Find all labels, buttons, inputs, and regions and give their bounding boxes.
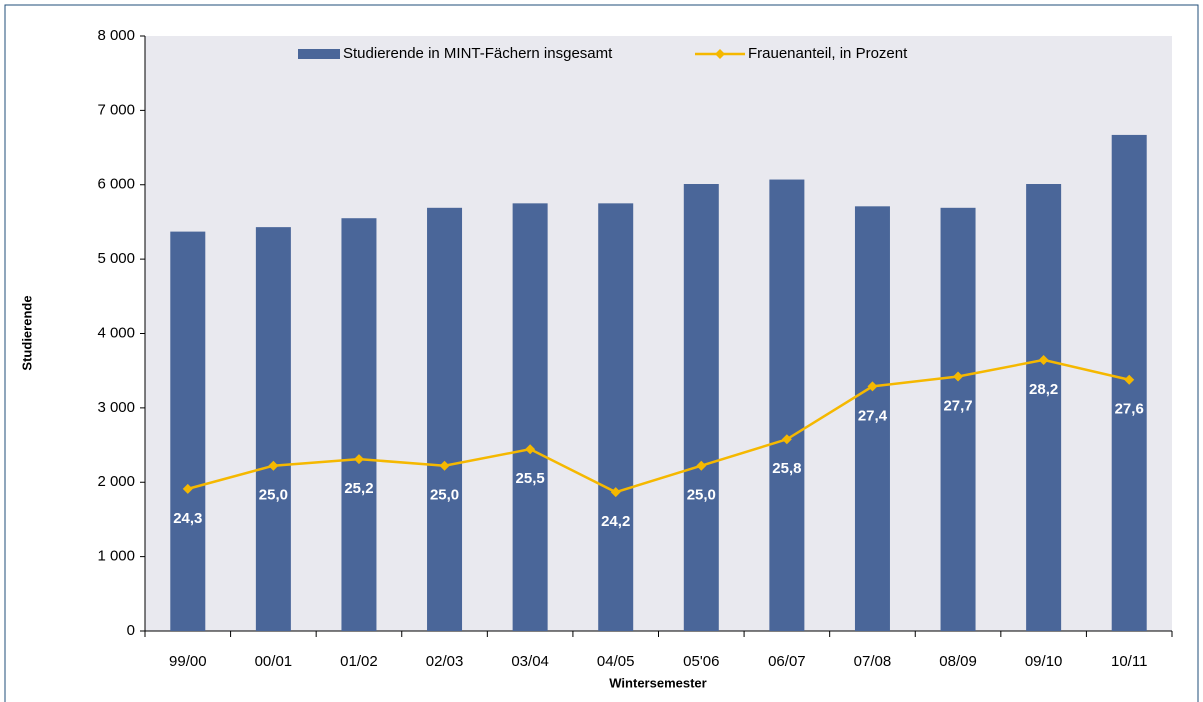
- value-label: 25,0: [430, 487, 459, 504]
- y-tick-label: 3 000: [97, 399, 135, 416]
- bar: [427, 207, 463, 631]
- y-tick-label: 5 000: [97, 250, 135, 267]
- y-tick-label: 8 000: [97, 27, 135, 44]
- value-label: 28,2: [1029, 381, 1058, 398]
- line-marker: [439, 460, 450, 471]
- line-marker: [525, 444, 536, 455]
- y-tick-label: 1 000: [97, 548, 135, 565]
- legend-label: Studierende in MINT-Fächern insgesamt: [343, 45, 613, 62]
- x-axis-label: Wintersemester: [609, 675, 706, 690]
- bar: [683, 184, 719, 631]
- legend-swatch: [298, 49, 340, 59]
- bar: [341, 218, 377, 631]
- x-tick-label: 10/11: [1111, 653, 1147, 670]
- line-marker: [696, 460, 707, 471]
- x-tick-label: 08/09: [939, 653, 977, 670]
- x-tick-label: 03/04: [511, 653, 549, 670]
- value-label: 24,2: [601, 513, 630, 530]
- line-marker: [1038, 354, 1049, 365]
- bar: [769, 179, 805, 631]
- y-tick-label: 0: [127, 622, 135, 639]
- x-tick-label: 05'06: [683, 653, 719, 670]
- bar: [1026, 184, 1062, 631]
- y-tick-label: 7 000: [97, 101, 135, 118]
- y-tick-label: 2 000: [97, 473, 135, 490]
- value-label: 27,6: [1115, 401, 1144, 418]
- value-label: 25,8: [772, 460, 801, 477]
- line-marker: [867, 381, 878, 392]
- legend-label: Frauenanteil, in Prozent: [748, 45, 908, 62]
- line-marker: [353, 454, 364, 465]
- value-label: 25,5: [516, 470, 545, 487]
- value-label: 27,7: [943, 397, 972, 414]
- value-label: 25,0: [687, 487, 716, 504]
- line-marker: [1124, 374, 1135, 385]
- bar: [854, 206, 890, 631]
- legend-marker: [715, 49, 725, 59]
- bar: [170, 231, 206, 631]
- value-label: 24,3: [173, 510, 202, 527]
- line-marker: [182, 483, 193, 494]
- x-tick-label: 02/03: [426, 653, 464, 670]
- x-tick-label: 01/02: [340, 653, 378, 670]
- x-tick-label: 09/10: [1025, 653, 1063, 670]
- bar: [940, 207, 976, 631]
- line: [187, 358, 1130, 494]
- y-tick-label: 4 000: [97, 324, 135, 341]
- value-label: 27,4: [858, 407, 888, 424]
- x-tick-label: 00/01: [255, 653, 293, 670]
- bar: [512, 203, 548, 631]
- line-marker: [610, 487, 621, 498]
- line-marker: [268, 460, 279, 471]
- value-label: 25,0: [259, 487, 288, 504]
- bar: [598, 203, 634, 631]
- x-tick-label: 04/05: [597, 653, 635, 670]
- line-marker: [953, 371, 964, 382]
- x-tick-label: 07/08: [854, 653, 892, 670]
- value-label: 25,2: [344, 480, 373, 497]
- bar: [255, 227, 291, 632]
- x-tick-label: 99/00: [169, 653, 207, 670]
- y-tick-label: 6 000: [97, 176, 135, 193]
- x-tick-label: 06/07: [768, 653, 806, 670]
- line-marker: [781, 434, 792, 445]
- y-axis-label: Studierende: [19, 295, 34, 370]
- plot-area: [145, 36, 1172, 631]
